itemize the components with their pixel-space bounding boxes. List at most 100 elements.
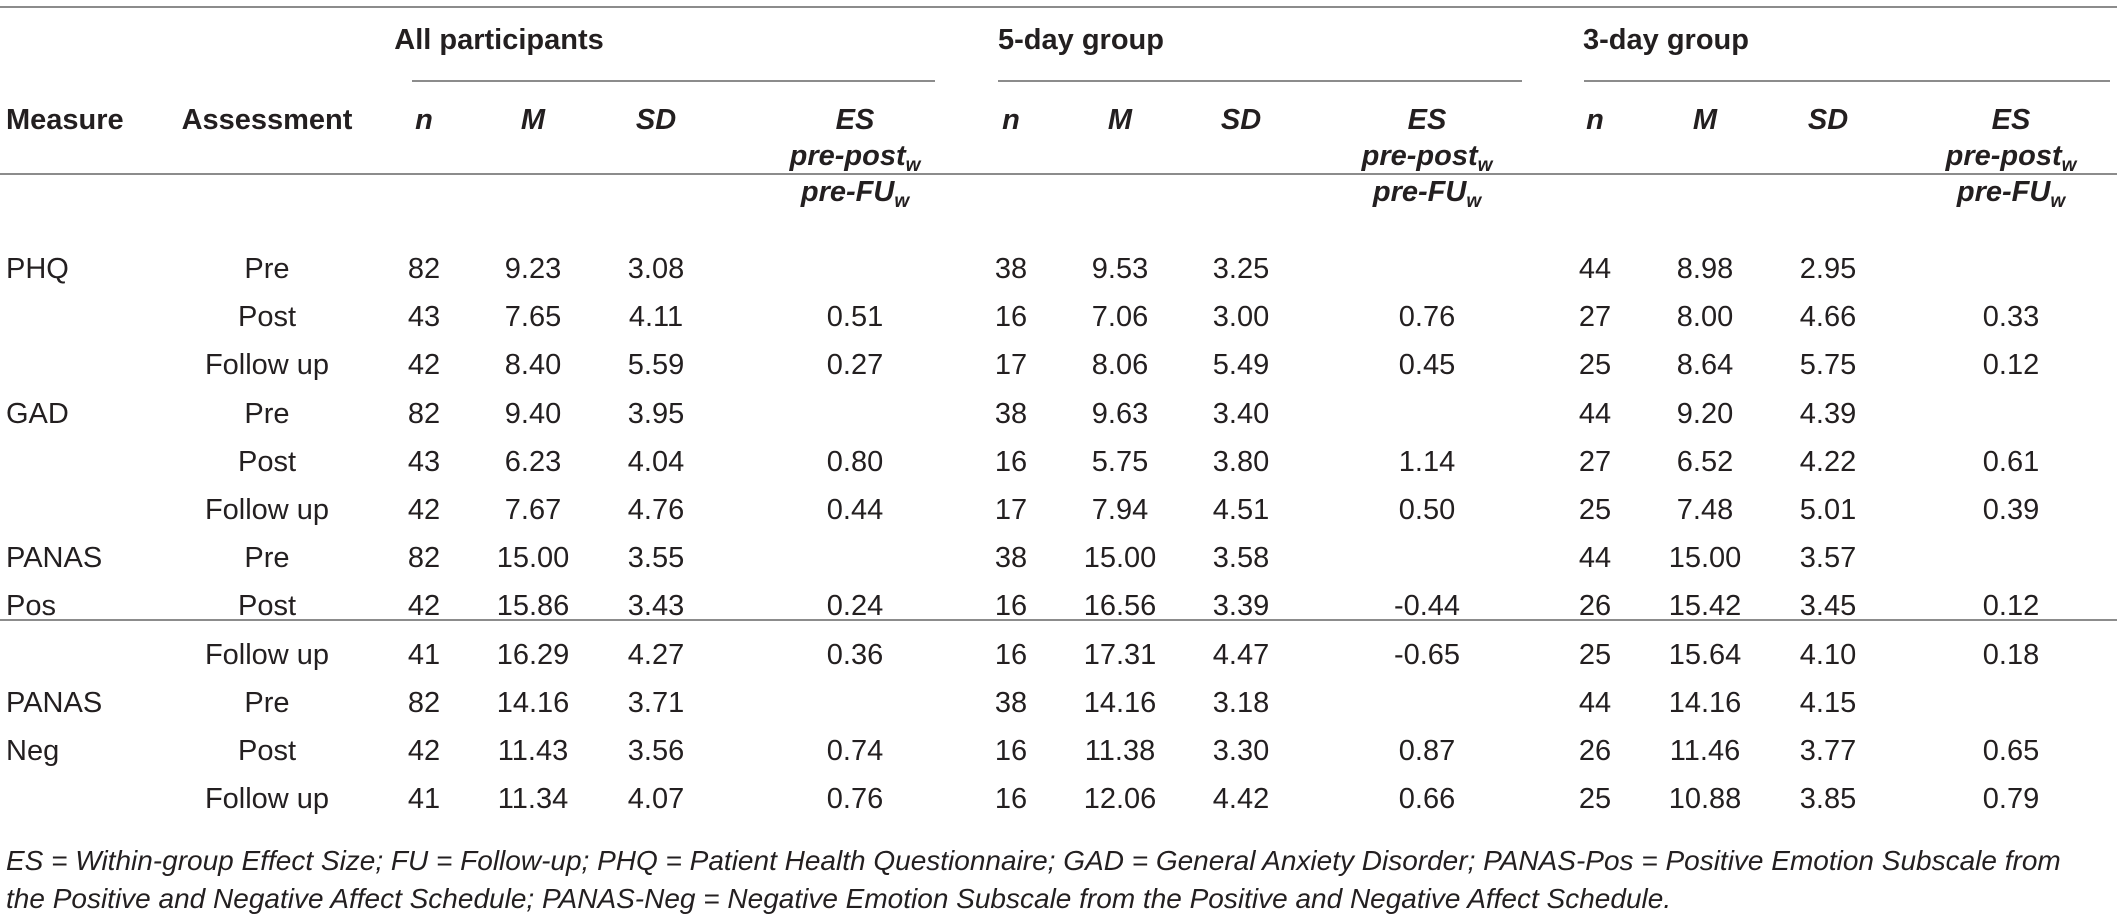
value-cell: 3.57: [1799, 542, 1857, 574]
value-cell: 3.08: [627, 253, 685, 285]
value-cell: 3.58: [1212, 542, 1270, 574]
assessment-cell: Follow up: [204, 639, 330, 671]
value-cell: 7.67: [504, 494, 562, 526]
value-cell: 16: [994, 735, 1028, 767]
value-cell: 44: [1578, 542, 1612, 574]
value-cell: 7.48: [1676, 494, 1734, 526]
value-cell: 0.87: [1398, 735, 1456, 767]
value-cell: 26: [1578, 590, 1612, 622]
value-cell: 16.29: [496, 639, 570, 671]
col-header-es-five: ES: [1407, 104, 1447, 136]
value-cell: 9.40: [504, 398, 562, 430]
value-cell: 0.12: [1982, 349, 2040, 381]
value-cell: 16: [994, 639, 1028, 671]
col-header-assessment: Assessment: [181, 104, 353, 136]
value-cell: 38: [994, 253, 1028, 285]
value-cell: 15.00: [1668, 542, 1742, 574]
value-cell: 42: [407, 494, 441, 526]
value-cell: -0.44: [1393, 590, 1461, 622]
value-cell: 4.04: [627, 446, 685, 478]
assessment-cell: Follow up: [204, 783, 330, 815]
value-cell: 15.42: [1668, 590, 1742, 622]
col-header-sd-five: SD: [1220, 104, 1262, 136]
value-cell: 3.30: [1212, 735, 1270, 767]
group-header-three: 3-day group: [1583, 24, 1749, 56]
value-cell: 16: [994, 783, 1028, 815]
value-cell: 9.20: [1676, 398, 1734, 430]
value-cell: 42: [407, 735, 441, 767]
value-cell: 0.76: [1398, 301, 1456, 333]
value-cell: 3.43: [627, 590, 685, 622]
table-top-rule: [0, 6, 2117, 8]
value-cell: 8.98: [1676, 253, 1734, 285]
assessment-cell: Pre: [244, 542, 290, 574]
col-header-es-prepost-three: pre-postw: [1945, 140, 2077, 176]
col-header-mean-all: M: [520, 104, 546, 136]
col-header-es-all: ES: [835, 104, 875, 136]
measure-cell: PHQ: [6, 253, 69, 285]
value-cell: 12.06: [1083, 783, 1157, 815]
value-cell: 15.86: [496, 590, 570, 622]
value-cell: 0.33: [1982, 301, 2040, 333]
value-cell: 38: [994, 542, 1028, 574]
measure-cell: GAD: [6, 398, 69, 430]
measure-cell: Neg: [6, 735, 60, 767]
value-cell: 26: [1578, 735, 1612, 767]
value-cell: 15.00: [1083, 542, 1157, 574]
value-cell: 0.66: [1398, 783, 1456, 815]
measure-cell: PANAS: [6, 542, 103, 574]
value-cell: 0.36: [826, 639, 884, 671]
value-cell: 6.23: [504, 446, 562, 478]
col-header-es-three: ES: [1991, 104, 2031, 136]
value-cell: 0.76: [826, 783, 884, 815]
value-cell: 44: [1578, 253, 1612, 285]
value-cell: 0.51: [826, 301, 884, 333]
value-cell: 7.65: [504, 301, 562, 333]
value-cell: 1.14: [1398, 446, 1456, 478]
value-cell: 3.25: [1212, 253, 1270, 285]
value-cell: 11.43: [497, 735, 569, 767]
value-cell: 2.95: [1799, 253, 1857, 285]
value-cell: 3.55: [627, 542, 685, 574]
measure-cell: PANAS: [6, 687, 103, 719]
table-bottom-rule: [0, 619, 2117, 621]
value-cell: 8.06: [1091, 349, 1149, 381]
group-rule-all: [412, 80, 935, 82]
value-cell: -0.65: [1393, 639, 1461, 671]
value-cell: 0.79: [1982, 783, 2040, 815]
value-cell: 0.39: [1982, 494, 2040, 526]
assessment-cell: Pre: [244, 253, 290, 285]
value-cell: 38: [994, 687, 1028, 719]
col-header-es-prepost-all: pre-postw: [789, 140, 921, 176]
value-cell: 16: [994, 590, 1028, 622]
assessment-cell: Post: [237, 735, 297, 767]
value-cell: 3.80: [1212, 446, 1270, 478]
value-cell: 7.94: [1091, 494, 1149, 526]
value-cell: 4.27: [627, 639, 685, 671]
group-rule-three: [1584, 80, 2110, 82]
value-cell: 9.23: [504, 253, 562, 285]
value-cell: 41: [407, 639, 441, 671]
col-header-n-three: n: [1586, 104, 1604, 136]
assessment-cell: Post: [237, 590, 297, 622]
col-header-mean-five: M: [1107, 104, 1133, 136]
value-cell: 3.40: [1212, 398, 1270, 430]
value-cell: 3.95: [627, 398, 685, 430]
col-header-n-all: n: [415, 104, 433, 136]
group-header-all: All participants: [394, 24, 604, 56]
value-cell: 4.07: [627, 783, 685, 815]
value-cell: 27: [1578, 301, 1612, 333]
value-cell: 8.64: [1676, 349, 1734, 381]
value-cell: 42: [407, 349, 441, 381]
col-header-es-prefu-all: pre-FUw: [800, 176, 910, 212]
group-rule-five: [998, 80, 1522, 82]
value-cell: 14.16: [1083, 687, 1157, 719]
value-cell: 7.06: [1091, 301, 1149, 333]
value-cell: 0.12: [1982, 590, 2040, 622]
col-header-n-five: n: [1002, 104, 1020, 136]
col-header-mean-three: M: [1692, 104, 1718, 136]
group-header-five: 5-day group: [998, 24, 1164, 56]
value-cell: 4.51: [1212, 494, 1270, 526]
value-cell: 0.45: [1398, 349, 1456, 381]
value-cell: 16.56: [1083, 590, 1157, 622]
